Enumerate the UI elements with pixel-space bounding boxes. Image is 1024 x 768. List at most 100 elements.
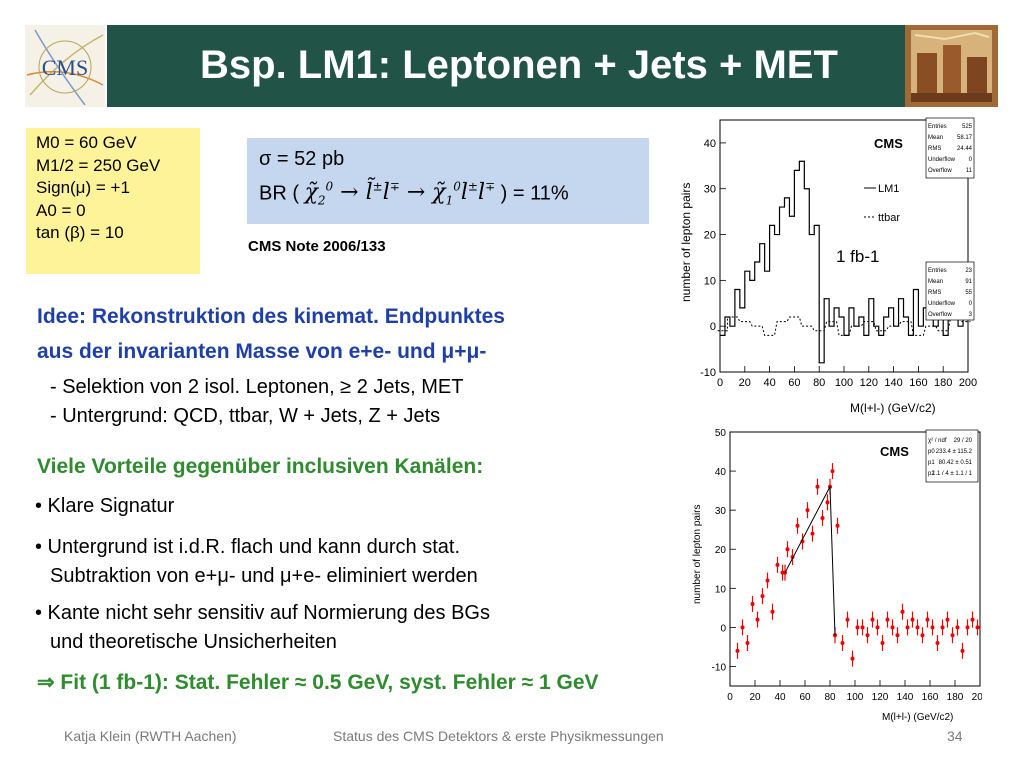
data-point (955, 625, 960, 630)
x-tick-label: 0 (727, 692, 733, 703)
data-point (910, 617, 915, 622)
top-x-axis-label: M(l+l-) (GeV/c2) (850, 401, 936, 415)
data-point (770, 609, 775, 614)
data-point (825, 500, 830, 505)
data-point (760, 594, 765, 599)
data-point (940, 625, 945, 630)
data-point (945, 617, 950, 622)
legend-ttbar: ttbar (878, 212, 900, 224)
data-point (925, 617, 930, 622)
y-tick-label: 40 (715, 467, 727, 478)
data-point (795, 523, 800, 528)
stats-value: 91 (965, 279, 972, 285)
page-number: 34 (947, 728, 963, 744)
param-m12: M1/2 = 250 GeV (36, 155, 161, 175)
stats-key: Entries (928, 268, 947, 274)
data-point (905, 625, 910, 630)
legend-lm1: LM1 (878, 183, 899, 195)
stats-value: 0 (969, 157, 973, 163)
stats-key: Mean (928, 135, 943, 141)
data-point (975, 625, 980, 630)
bottom-y-axis-label: number of lepton pairs (692, 504, 703, 604)
data-point (890, 625, 895, 630)
data-point (740, 625, 745, 630)
top-cms-label: CMS (874, 136, 903, 151)
data-point (895, 633, 900, 638)
bullet-background-flat-cont: Subtraktion von e+μ- und μ+e- eliminiert… (50, 565, 478, 587)
x-tick-label: 160 (909, 377, 927, 389)
stats-key: Underflow (928, 301, 956, 307)
data-point (840, 641, 845, 646)
param-m0: M0 = 60 GeV (36, 133, 137, 152)
cross-section-value: σ = 52 pb (259, 148, 345, 170)
data-point (820, 515, 825, 520)
idea-line-2: aus der invarianten Masse von e+e- und μ… (37, 340, 487, 363)
stats-value: 3 (969, 312, 973, 318)
footer-talk-title: Status des CMS Detektors & erste Physikm… (333, 728, 664, 744)
x-tick-label: 180 (947, 692, 964, 703)
stats-value: 233.4 ± 115.2 (936, 449, 973, 455)
data-point (750, 601, 755, 606)
param-tanb: tan (β) = 10 (36, 223, 124, 242)
x-tick-label: 160 (922, 692, 939, 703)
bullet-edge-normalization: • Kante nicht sehr sensitiv auf Normieru… (35, 602, 490, 624)
x-tick-label: 180 (934, 377, 952, 389)
fit-line (784, 484, 836, 636)
y-tick-label: 0 (720, 623, 726, 634)
data-point (930, 625, 935, 630)
stats-value: 11 (966, 168, 973, 174)
footer-author: Katja Klein (RWTH Aachen) (64, 728, 237, 744)
data-point (810, 531, 815, 536)
param-sign: Sign(μ) = +1 (36, 178, 130, 197)
branching-ratio: BR ( χ̃20 → l̃±l∓ → χ̃10l±l∓ ) = 11% (259, 180, 569, 208)
data-point (833, 633, 837, 638)
data-point (805, 508, 810, 513)
bullet-edge-normalization-cont: und theoretische Unsicherheiten (50, 631, 337, 653)
data-point (885, 617, 890, 622)
top-y-ticks: -10 0 10 20 30 40 (700, 138, 726, 379)
y-tick-label: 10 (704, 275, 716, 287)
data-point (735, 648, 740, 653)
cms-logo: CMS (25, 25, 107, 107)
x-tick-label: 0 (717, 377, 723, 389)
y-tick-label: -10 (700, 367, 716, 379)
stats-key: p1 (928, 460, 935, 466)
top-y-axis-label: number of lepton pairs (679, 183, 693, 302)
bottom-x-ticks: 0 20 40 60 80 100 120 140 160 180 200 (727, 680, 982, 703)
data-point (845, 617, 850, 622)
x-tick-label: 80 (824, 692, 836, 703)
stats-key: RMS (928, 146, 941, 152)
x-tick-label: 140 (897, 692, 914, 703)
top-histogram: number of lepton pairs M(l+l-) (GeV/c2) … (679, 117, 977, 415)
data-point (880, 641, 885, 646)
y-tick-label: 20 (704, 230, 716, 242)
stats-key: p2 (928, 471, 935, 477)
x-tick-label: 80 (813, 377, 825, 389)
y-tick-label: 30 (704, 184, 716, 196)
cross-section-box: σ = 52 pb BR ( χ̃20 → l̃±l∓ → χ̃10l±l∓ )… (247, 138, 649, 224)
svg-text:CMS: CMS (42, 55, 88, 80)
bottom-y-ticks: -10 0 10 20 30 40 50 (712, 428, 736, 673)
x-tick-label: 60 (799, 692, 811, 703)
x-tick-label: 20 (749, 692, 761, 703)
bottom-fit-box: χ² / ndf 29 / 20 p0 233.4 ± 115.2p1 80.42 ± … (925, 429, 979, 483)
stats-value: 24.44 (957, 146, 973, 152)
bottom-x-axis-label: M(l+l-) (GeV/c2) (882, 712, 953, 723)
data-point (865, 633, 870, 638)
data-point (830, 469, 835, 474)
stats-value: 55 (965, 290, 972, 296)
stats-key: p0 (928, 449, 935, 455)
br-prefix: BR ( (259, 182, 299, 205)
x-tick-label: 200 (959, 377, 977, 389)
data-point (970, 617, 975, 622)
x-tick-label: 100 (835, 377, 853, 389)
data-point (935, 641, 940, 646)
stats-key: Mean (928, 279, 943, 285)
x-tick-label: 140 (884, 377, 902, 389)
data-point (960, 648, 965, 653)
page-title: Bsp. LM1: Leptonen + Jets + MET (200, 43, 838, 87)
data-point (855, 625, 860, 630)
x-tick-label: 40 (763, 377, 775, 389)
bottom-series (735, 463, 980, 667)
